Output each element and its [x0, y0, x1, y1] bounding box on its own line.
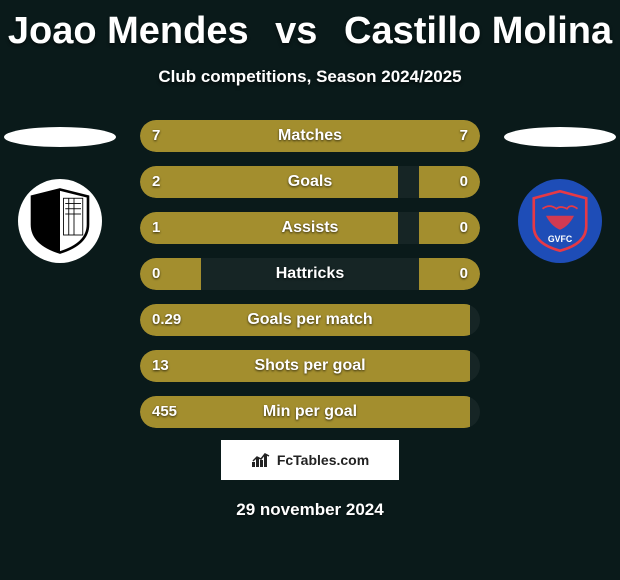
- shield-icon: GVFC: [525, 186, 595, 256]
- stat-label: Matches: [140, 120, 480, 152]
- page-title: Joao Mendes vs Castillo Molina: [0, 0, 620, 53]
- stat-label: Hattricks: [140, 258, 480, 290]
- stat-row: 455Min per goal: [140, 396, 480, 428]
- stat-row: 00Hattricks: [140, 258, 480, 290]
- footer-attribution: FcTables.com: [221, 440, 399, 480]
- date-label: 29 november 2024: [0, 500, 620, 520]
- stat-label: Goals per match: [140, 304, 480, 336]
- vs-text: vs: [275, 10, 317, 52]
- stat-label: Assists: [140, 212, 480, 244]
- shield-icon: [25, 186, 95, 256]
- nation-flag-right: [504, 127, 616, 147]
- svg-text:GVFC: GVFC: [548, 234, 573, 244]
- club-badge-left: [18, 179, 102, 263]
- player2-name: Castillo Molina: [344, 10, 612, 52]
- subtitle: Club competitions, Season 2024/2025: [0, 67, 620, 87]
- stat-row: 10Assists: [140, 212, 480, 244]
- stat-label: Min per goal: [140, 396, 480, 428]
- chart-icon: [251, 452, 271, 468]
- stat-row: 0.29Goals per match: [140, 304, 480, 336]
- stat-label: Goals: [140, 166, 480, 198]
- stat-label: Shots per goal: [140, 350, 480, 382]
- stat-row: 77Matches: [140, 120, 480, 152]
- footer-site-label: FcTables.com: [277, 452, 369, 468]
- stat-row: 13Shots per goal: [140, 350, 480, 382]
- stat-row: 20Goals: [140, 166, 480, 198]
- player1-name: Joao Mendes: [8, 10, 249, 52]
- nation-flag-left: [4, 127, 116, 147]
- club-badge-right: GVFC: [518, 179, 602, 263]
- stats-comparison: 77Matches 20Goals 10Assists 00Hattricks 0.29…: [140, 120, 480, 442]
